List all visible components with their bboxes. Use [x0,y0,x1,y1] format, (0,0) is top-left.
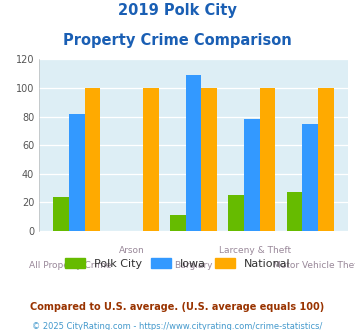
Text: Property Crime Comparison: Property Crime Comparison [63,33,292,48]
Bar [143,88,159,231]
Bar [318,88,334,231]
Bar [69,114,84,231]
Text: Larceny & Theft: Larceny & Theft [219,246,291,255]
Bar [170,215,186,231]
Bar [84,88,100,231]
Bar [53,197,69,231]
Text: 2019 Polk City: 2019 Polk City [118,3,237,18]
Text: Arson: Arson [119,246,144,255]
Text: © 2025 CityRating.com - https://www.cityrating.com/crime-statistics/: © 2025 CityRating.com - https://www.city… [32,322,323,330]
Bar [201,88,217,231]
Text: All Property Crime: All Property Crime [29,261,111,270]
Text: Compared to U.S. average. (U.S. average equals 100): Compared to U.S. average. (U.S. average … [31,302,324,312]
Bar [186,75,201,231]
Text: Motor Vehicle Theft: Motor Vehicle Theft [273,261,355,270]
Legend: Polk City, Iowa, National: Polk City, Iowa, National [60,254,295,273]
Bar [244,119,260,231]
Bar [228,195,244,231]
Bar [286,192,302,231]
Text: Burglary: Burglary [174,261,213,270]
Bar [302,124,318,231]
Bar [260,88,275,231]
